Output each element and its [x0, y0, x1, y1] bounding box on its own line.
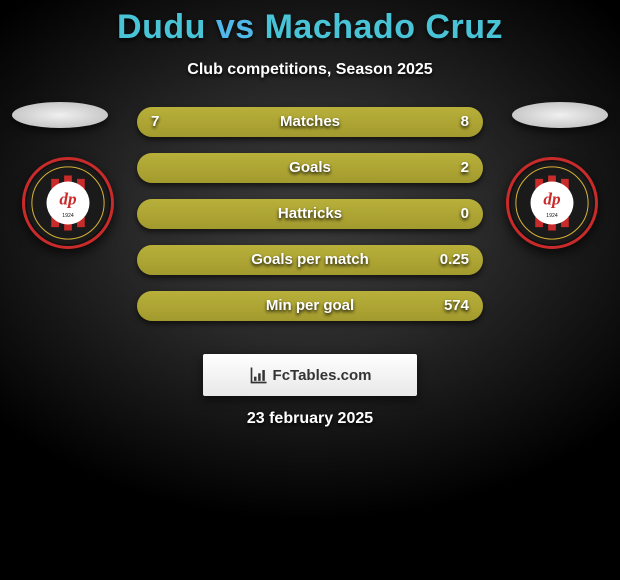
player2-crest: dp 1924 [506, 157, 598, 249]
stat-label: Min per goal [137, 291, 483, 321]
stat-row-hattricks: 0Hattricks [137, 199, 483, 229]
attribution-text: FcTables.com [273, 367, 372, 384]
chart-icon [249, 365, 269, 385]
svg-text:dp: dp [59, 190, 77, 209]
svg-text:dp: dp [543, 190, 561, 209]
stat-label: Matches [137, 107, 483, 137]
player2-name: Machado Cruz [265, 8, 503, 46]
svg-text:1924: 1924 [62, 213, 74, 219]
stat-label: Goals [137, 153, 483, 183]
page-title: Dudu vs Machado Cruz [0, 0, 620, 47]
stat-row-matches: 78Matches [137, 107, 483, 137]
player2-counter [512, 102, 608, 128]
player1-name: Dudu [117, 8, 206, 46]
player1-counter [12, 102, 108, 128]
stat-row-goals-per-match: 0.25Goals per match [137, 245, 483, 275]
svg-text:1924: 1924 [546, 213, 558, 219]
stat-row-goals: 2Goals [137, 153, 483, 183]
stat-row-min-per-goal: 574Min per goal [137, 291, 483, 321]
attribution-badge: FcTables.com [203, 354, 417, 396]
subtitle: Club competitions, Season 2025 [0, 61, 620, 79]
comparison-stage: dp 1924 dp 1924 78Matches 2Goals 0Hattrick… [0, 107, 620, 337]
stat-label: Hattricks [137, 199, 483, 229]
vs-label: vs [216, 8, 255, 46]
date-label: 23 february 2025 [0, 410, 620, 428]
stat-label: Goals per match [137, 245, 483, 275]
player1-crest: dp 1924 [22, 157, 114, 249]
